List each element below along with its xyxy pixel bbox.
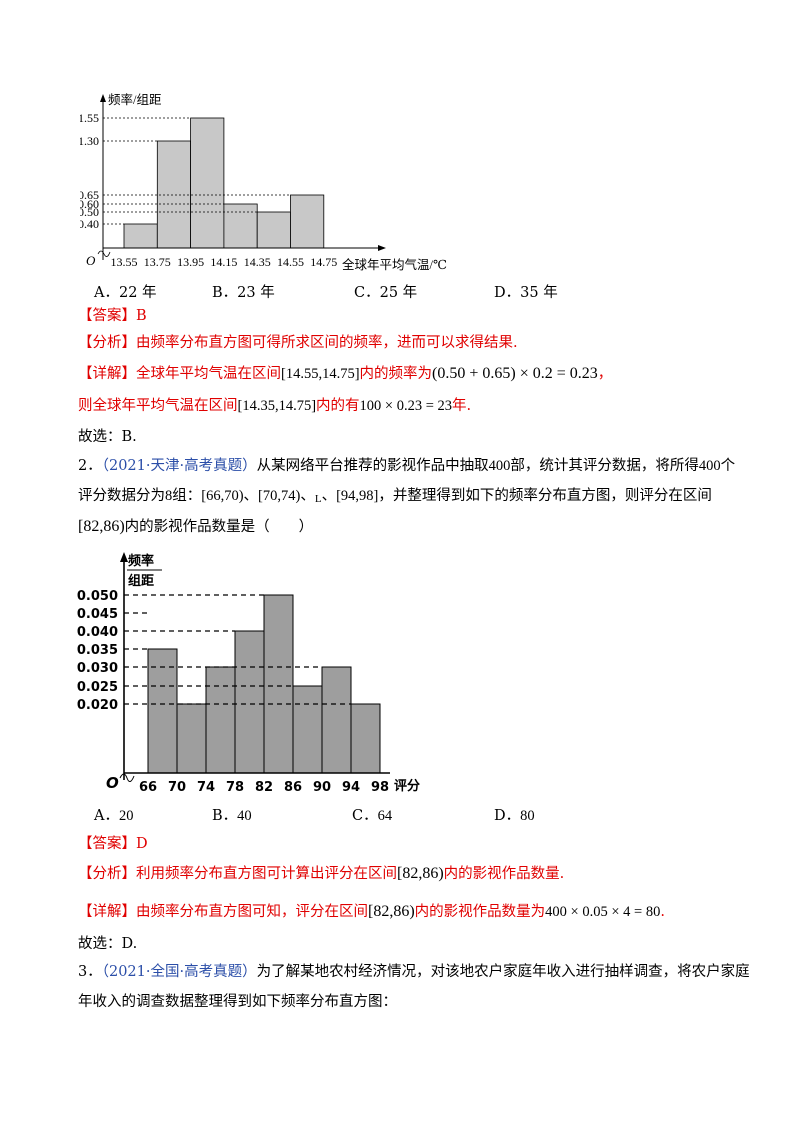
x-tick-label: 90	[313, 780, 331, 795]
option-letter: D．	[494, 285, 521, 301]
option-letter: D．	[494, 808, 521, 824]
y-tick-label: 0.65	[80, 188, 99, 202]
option-c[interactable]: C．64	[352, 806, 392, 826]
bar	[263, 594, 294, 774]
option-a[interactable]: A．22 年	[94, 283, 157, 303]
y-tick-label: 0.030	[77, 661, 118, 676]
q2-analysis: 【分析】利用频率分布直方图可计算出评分在区间[82,86)内的影视作品数量.	[78, 865, 565, 882]
x-tick-label: 78	[226, 780, 244, 795]
q2-stem-line2: 评分数据分为8组：[66,70)、[70,74)、L、[94,98]，并整理得到…	[78, 488, 712, 505]
option-letter: C．	[354, 285, 380, 301]
bar	[350, 703, 381, 774]
x-tick-label: 70	[168, 780, 186, 795]
bar	[234, 630, 265, 774]
y-tick-label: 0.50	[80, 205, 99, 219]
q1-conclusion: 故选：B.	[78, 429, 137, 445]
y-tick-label: 0.050	[77, 589, 118, 604]
bar	[190, 117, 225, 249]
chart2-ylabel-top: 频率	[128, 553, 154, 569]
axis-break-icon	[97, 250, 111, 257]
q1-answer: 【答案】B	[78, 308, 147, 324]
x-tick-label: 74	[197, 780, 215, 795]
x-tick-label: 14.35	[244, 255, 271, 269]
option-letter: C．	[352, 808, 378, 824]
y-tick-label: 1.30	[80, 134, 99, 148]
bar	[292, 685, 323, 774]
y-axis-arrow-icon	[120, 552, 128, 562]
q3-stem-line2: 年收入的调查数据整理得到如下频率分布直方图：	[78, 994, 397, 1010]
y-tick-label: 0.60	[80, 197, 99, 211]
q2-source: （2021·天津·高考真题）	[101, 458, 257, 474]
histogram-ratings: 0.050 0.045 0.040 0.035 0.030 0.025 0.020 66 70…	[77, 552, 420, 795]
q1-detail-line1: 【详解】全球年平均气温在区间[14.55,14.75]内的频率为(0.50 + …	[78, 365, 613, 382]
bar	[290, 194, 325, 249]
bar	[321, 666, 352, 774]
option-d[interactable]: D．80	[494, 806, 535, 826]
x-tick-label: 13.55	[111, 255, 138, 269]
bar	[176, 703, 207, 774]
y-tick-label: 0.045	[77, 607, 118, 622]
y-tick-label: 0.035	[77, 643, 118, 658]
x-tick-label: 14.75	[310, 255, 337, 269]
q2-answer: 【答案】D	[78, 836, 148, 852]
q2-conclusion: 故选：D.	[78, 936, 138, 952]
x-tick-label: 14.55	[277, 255, 304, 269]
x-tick-label: 86	[284, 780, 302, 795]
option-text: 22 年	[118, 285, 157, 301]
option-text: 20	[118, 808, 134, 824]
y-tick-label: 0.40	[80, 217, 99, 231]
option-b[interactable]: B．40	[212, 806, 252, 826]
q3-stem-line1: 3．（2021·全国·高考真题）为了解某地农村经济情况，对该地农户家庭年收入进行…	[78, 964, 750, 980]
axis-break-icon	[119, 773, 135, 782]
option-letter: A．	[94, 808, 119, 824]
chart2-origin: O	[106, 774, 119, 792]
option-c[interactable]: C．25 年	[354, 283, 417, 303]
histogram-temperature: 1.55 1.30 0.650.600.500.40 13.55 13.75 13.95…	[80, 92, 447, 272]
chart1-ylabel: 频率/组距	[108, 92, 161, 107]
option-text: 40	[237, 808, 252, 824]
x-tick-label: 98	[371, 780, 389, 795]
bar	[147, 648, 178, 774]
option-d[interactable]: D．35 年	[494, 283, 558, 303]
x-tick-label: 94	[342, 780, 360, 795]
q2-stem-line3: [82,86)内的影视作品数量是（ ）	[78, 518, 314, 535]
y-tick-label: 0.025	[77, 680, 118, 695]
option-text: 25 年	[379, 285, 418, 301]
chart1-xlabel: 全球年平均气温/℃	[342, 257, 447, 272]
q1-analysis: 【分析】由频率分布直方图可得所求区间的频率，进而可以求得结果.	[78, 335, 518, 351]
option-letter: B．	[212, 285, 238, 301]
q3-source: （2021·全国·高考真题）	[101, 964, 257, 980]
q2-stem-line1: 2．（2021·天津·高考真题）从某网络平台推荐的影视作品中抽取400部，统计其…	[78, 458, 736, 474]
option-text: 80	[520, 808, 535, 824]
option-letter: B．	[212, 808, 238, 824]
q1-detail-line2: 则全球年平均气温在区间[14.35,14.75]内的有100 × 0.23 = …	[78, 398, 472, 414]
option-text: 64	[377, 808, 393, 824]
option-letter: A．	[94, 285, 119, 301]
y-axis-arrow-icon	[100, 94, 106, 102]
x-tick-label: 13.75	[144, 255, 171, 269]
q2-detail: 【详解】由频率分布直方图可知，评分在区间[82,86)内的影视作品数量为400 …	[78, 903, 665, 920]
chart1-origin: O	[86, 253, 96, 268]
chart2-xlabel: 评分	[394, 778, 420, 794]
x-tick-label: 14.15	[210, 255, 237, 269]
x-tick-label: 66	[139, 780, 157, 795]
y-tick-label: 0.020	[77, 698, 118, 713]
x-tick-label: 82	[255, 780, 273, 795]
bar	[123, 223, 158, 249]
option-a[interactable]: A．20	[94, 806, 133, 826]
y-tick-label: 1.55	[80, 111, 99, 125]
bar	[156, 140, 192, 249]
x-axis-arrow-icon	[378, 245, 386, 251]
y-tick-label: 0.040	[77, 625, 118, 640]
option-b[interactable]: B．23 年	[212, 283, 275, 303]
bar	[256, 211, 291, 249]
option-text: 23 年	[237, 285, 275, 301]
chart2-ylabel-bottom: 组距	[128, 573, 154, 589]
x-tick-label: 13.95	[177, 255, 204, 269]
bar	[223, 203, 258, 249]
bar	[205, 666, 236, 774]
option-text: 35 年	[520, 285, 558, 301]
